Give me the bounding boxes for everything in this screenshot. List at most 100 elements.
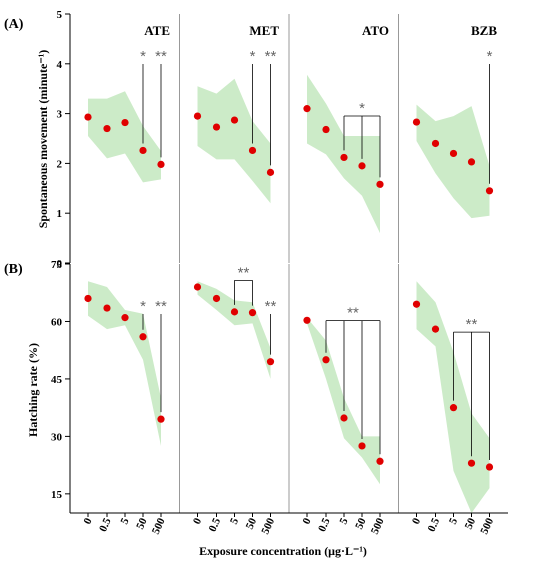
data-point <box>266 168 275 176</box>
x-tick-label: 5 <box>447 516 460 527</box>
significance-label: * <box>140 48 146 65</box>
x-tick-label: 5 <box>338 516 351 527</box>
y-tick-label-b: 75 <box>51 259 63 271</box>
significance-label: ** <box>347 305 359 322</box>
data-point <box>84 294 92 303</box>
data-point <box>193 112 202 120</box>
data-point <box>103 304 111 312</box>
data-point <box>467 459 476 467</box>
data-point <box>157 415 165 423</box>
significance-label: * <box>250 48 256 65</box>
significance-label: * <box>487 48 493 65</box>
panel-a-label: (A) <box>4 17 24 32</box>
significance-marks: * ** * ***** ****** **** <box>140 48 493 461</box>
x-tick-label: 0 <box>191 516 204 527</box>
significance-label: ** <box>466 316 478 333</box>
data-point <box>412 300 421 308</box>
x-tick-label: 0.5 <box>97 516 114 534</box>
y-tick-label-a: 4 <box>57 59 63 71</box>
data-point <box>303 316 311 324</box>
x-tick-label: 50 <box>353 516 369 531</box>
confidence-band <box>197 281 271 379</box>
x-tick-label: 0.5 <box>426 516 443 534</box>
data-point <box>322 356 330 364</box>
data-point <box>485 463 494 471</box>
column-title-bzb: BZB <box>471 23 497 38</box>
data-point <box>121 118 129 127</box>
data-point <box>322 125 330 134</box>
y-axis-title-a: Spontaneous movement (minute⁻¹) <box>36 50 50 229</box>
column-title-met: MET <box>249 23 279 38</box>
data-point <box>340 414 348 422</box>
data-point <box>139 146 147 155</box>
significance-label: ** <box>155 298 167 315</box>
significance-label: ** <box>238 264 250 281</box>
y-tick-label-b: 60 <box>51 316 63 328</box>
x-tick-label: 500 <box>478 516 496 536</box>
data-point <box>121 314 129 322</box>
data-point <box>230 308 239 316</box>
x-tick-label: 50 <box>463 516 479 531</box>
x-tick-label: 50 <box>244 516 260 531</box>
data-point <box>248 146 257 155</box>
data-point <box>157 160 165 168</box>
data-point <box>248 309 257 317</box>
y-tick-label-a: 3 <box>57 109 63 121</box>
significance-label: * <box>140 298 146 315</box>
data-point <box>193 283 202 291</box>
y-axis-title-b: Hatching rate (%) <box>26 343 40 437</box>
data-point <box>358 162 366 170</box>
x-tick-label: 500 <box>259 516 277 536</box>
confidence-band <box>416 104 490 219</box>
confidence-band <box>416 281 490 513</box>
x-axis-title: Exposure concentration (μg·L⁻¹) <box>199 544 367 558</box>
x-tick-label: 500 <box>369 516 387 536</box>
data-point <box>266 358 275 366</box>
x-tick-label: 0 <box>82 516 95 527</box>
data-point <box>212 294 221 303</box>
confidence-band <box>88 91 161 183</box>
significance-label: ** <box>265 48 277 65</box>
x-tick-label: 500 <box>150 516 168 536</box>
y-tick-label-b: 15 <box>51 489 63 501</box>
x-tick-label: 50 <box>134 516 150 531</box>
x-tick-label: 5 <box>228 516 241 527</box>
data-point <box>485 187 494 195</box>
data-point <box>340 153 348 162</box>
y-tick-label-a: 1 <box>57 208 63 220</box>
data-point <box>358 442 366 450</box>
data-point <box>467 158 476 166</box>
data-point <box>139 333 147 341</box>
confidence-band <box>307 317 380 485</box>
x-tick-label: 0 <box>410 516 423 527</box>
panel-b-label: (B) <box>4 262 23 277</box>
column-title-ate: ATE <box>144 23 170 38</box>
data-point <box>431 325 440 333</box>
significance-label: ** <box>155 48 167 65</box>
x-tick-label: 0.5 <box>207 516 224 534</box>
data-point <box>376 180 384 188</box>
y-tick-label-b: 45 <box>51 374 63 386</box>
significance-label: ** <box>265 298 277 315</box>
data-point <box>449 404 458 412</box>
data-point <box>376 457 384 465</box>
data-point <box>230 116 239 124</box>
y-tick-label-a: 5 <box>57 9 63 21</box>
x-tick-label: 0.5 <box>316 516 333 534</box>
data-point <box>212 123 221 131</box>
data-point <box>84 113 92 121</box>
data-point <box>303 105 311 113</box>
x-tick-label: 0 <box>301 516 314 527</box>
column-title-ato: ATO <box>362 23 389 38</box>
y-tick-label-a: 0 <box>57 258 63 270</box>
group-dividers <box>179 14 399 513</box>
data-point <box>412 118 421 126</box>
x-tick-label: 5 <box>119 516 132 527</box>
y-tick-label-a: 2 <box>57 158 63 170</box>
confidence-band <box>197 78 271 204</box>
y-tick-label-b: 30 <box>51 431 63 443</box>
data-point <box>431 139 440 148</box>
data-point <box>449 149 458 158</box>
confidence-band <box>88 281 161 446</box>
